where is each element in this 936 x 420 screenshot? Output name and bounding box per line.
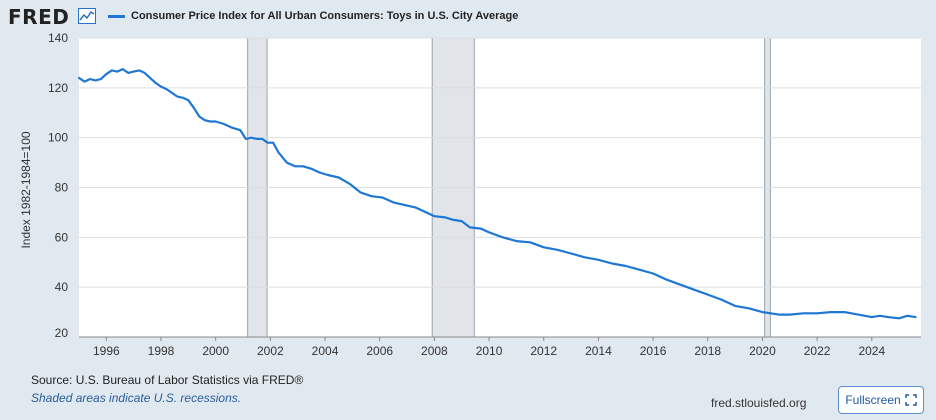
y-tick-label: 80 — [55, 181, 69, 195]
x-tick-label: 2018 — [694, 344, 721, 358]
series-lines — [77, 67, 917, 320]
fred-graph-icon — [78, 8, 96, 24]
x-tick-label: 2010 — [476, 344, 503, 358]
y-tick-label: 20 — [55, 326, 69, 340]
cpi-line-chart: 20 40 60 80 100 120 140 1996 1998 2000 2002 2004 20… — [19, 31, 921, 358]
y-axis-label: Index 1982-1984=100 — [19, 131, 33, 248]
x-tick-label: 2020 — [749, 344, 776, 358]
x-tick-label: 2022 — [804, 344, 831, 358]
y-tick-label: 100 — [48, 131, 68, 145]
x-tick-label: 2000 — [202, 344, 229, 358]
fred-logo[interactable]: FRED — [8, 5, 70, 29]
x-tick-label: 2002 — [257, 344, 284, 358]
y-tick-label: 40 — [55, 280, 69, 294]
x-tick-label: 2006 — [366, 344, 393, 358]
x-tick-label: 2004 — [312, 344, 339, 358]
x-tick-label: 1996 — [93, 344, 120, 358]
source-text: Source: U.S. Bureau of Labor Statistics … — [31, 373, 304, 387]
series-line-0[interactable] — [77, 67, 917, 320]
x-tick-label: 2012 — [530, 344, 557, 358]
legend-label[interactable]: Consumer Price Index for All Urban Consu… — [131, 10, 519, 22]
fullscreen-button[interactable]: Fullscreen — [838, 386, 924, 414]
chart-legend: Consumer Price Index for All Urban Consu… — [108, 10, 518, 22]
x-tick-label: 2024 — [858, 344, 885, 358]
recession-note: Shaded areas indicate U.S. recessions. — [31, 391, 242, 405]
fullscreen-label: Fullscreen — [845, 393, 901, 407]
legend-swatch — [108, 14, 125, 18]
y-tick-label: 60 — [55, 230, 69, 244]
x-tick-label: 2008 — [421, 344, 448, 358]
x-axis-ticks: 1996 1998 2000 2002 2004 2006 2008 2010 2012 2014… — [79, 336, 921, 358]
y-tick-label: 140 — [48, 31, 68, 45]
expand-icon — [904, 394, 917, 406]
chart-header: FRED Consumer Price Index for All Urban … — [0, 0, 936, 36]
y-tick-label: 120 — [48, 81, 68, 95]
x-tick-label: 2016 — [640, 344, 667, 358]
y-axis-ticks: 20 40 60 80 100 120 140 — [48, 31, 68, 340]
x-tick-label: 2014 — [585, 344, 612, 358]
fred-url[interactable]: fred.stlouisfed.org — [711, 396, 807, 410]
x-tick-label: 1998 — [148, 344, 175, 358]
